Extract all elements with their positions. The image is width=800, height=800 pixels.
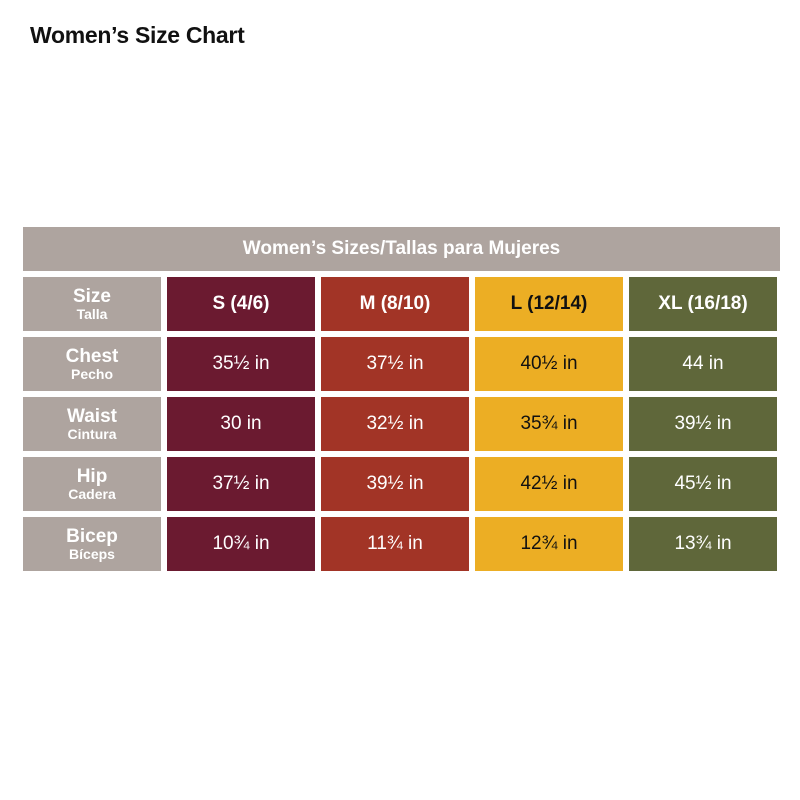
chest-cell-m: 37½ in: [321, 337, 469, 391]
size-cell-m: M (8/10): [321, 277, 469, 331]
waist-cell-s: 30 in: [167, 397, 315, 451]
row-label-size: Size Talla: [23, 277, 161, 331]
table-row-bicep: Bicep Bíceps 10¾ in 11¾ in 12¾ in 13¾ in: [23, 517, 780, 571]
row-label-es: Cadera: [68, 485, 116, 502]
row-label-es: Cintura: [67, 425, 117, 442]
row-label-es: Pecho: [70, 365, 113, 382]
row-label-es: Talla: [76, 305, 108, 322]
table-row-waist: Waist Cintura 30 in 32½ in 35¾ in 39½ in: [23, 397, 780, 451]
row-label-en: Chest: [65, 345, 119, 367]
page-title: Women’s Size Chart: [30, 22, 245, 48]
waist-cell-m: 32½ in: [321, 397, 469, 451]
hip-cell-l: 42½ in: [475, 457, 623, 511]
row-label-waist: Waist Cintura: [23, 397, 161, 451]
size-cell-xl: XL (16/18): [629, 277, 777, 331]
size-chart-table: Women’s Sizes/Tallas para Mujeres Size T…: [23, 227, 780, 571]
row-label-hip: Hip Cadera: [23, 457, 161, 511]
row-label-en: Size: [72, 285, 112, 307]
chest-cell-s: 35½ in: [167, 337, 315, 391]
row-label-es: Bíceps: [69, 545, 115, 562]
bicep-cell-s: 10¾ in: [167, 517, 315, 571]
row-label-bicep: Bicep Bíceps: [23, 517, 161, 571]
bicep-cell-m: 11¾ in: [321, 517, 469, 571]
size-cell-l: L (12/14): [475, 277, 623, 331]
chest-cell-l: 40½ in: [475, 337, 623, 391]
row-label-en: Hip: [76, 465, 108, 487]
chest-cell-xl: 44 in: [629, 337, 777, 391]
hip-cell-xl: 45½ in: [629, 457, 777, 511]
hip-cell-m: 39½ in: [321, 457, 469, 511]
table-row-hip: Hip Cadera 37½ in 39½ in 42½ in 45½ in: [23, 457, 780, 511]
bicep-cell-xl: 13¾ in: [629, 517, 777, 571]
table-header: Women’s Sizes/Tallas para Mujeres: [23, 227, 780, 271]
row-label-en: Waist: [67, 405, 117, 427]
waist-cell-xl: 39½ in: [629, 397, 777, 451]
hip-cell-s: 37½ in: [167, 457, 315, 511]
row-label-en: Bicep: [66, 525, 118, 547]
size-cell-s: S (4/6): [167, 277, 315, 331]
row-label-chest: Chest Pecho: [23, 337, 161, 391]
waist-cell-l: 35¾ in: [475, 397, 623, 451]
bicep-cell-l: 12¾ in: [475, 517, 623, 571]
table-row-size: Size Talla S (4/6) M (8/10) L (12/14) XL…: [23, 277, 780, 331]
table-row-chest: Chest Pecho 35½ in 37½ in 40½ in 44 in: [23, 337, 780, 391]
